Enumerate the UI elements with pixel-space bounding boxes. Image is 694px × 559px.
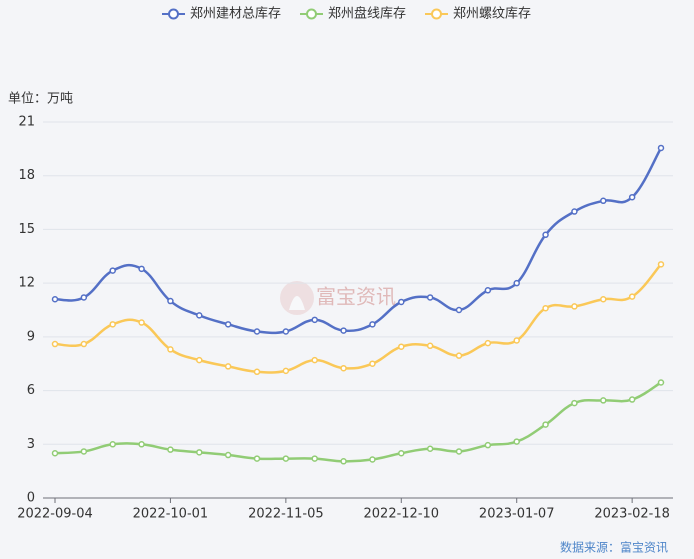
- point: [426, 342, 434, 350]
- point: [138, 319, 145, 326]
- y-tick-label: 21: [18, 115, 35, 130]
- unit-label: 单位：万吨: [8, 92, 73, 107]
- point: [455, 352, 463, 359]
- point: [455, 306, 463, 314]
- y-tick-label: 12: [18, 276, 35, 291]
- point: [628, 396, 636, 403]
- point: [167, 446, 174, 453]
- series-line: [54, 147, 663, 335]
- point: [51, 449, 59, 457]
- point: [600, 296, 607, 303]
- point: [571, 399, 578, 407]
- point: [571, 303, 578, 310]
- point: [167, 346, 174, 353]
- point: [657, 144, 665, 152]
- point: [282, 328, 290, 335]
- point: [513, 337, 520, 344]
- point: [484, 287, 492, 294]
- point: [513, 438, 520, 445]
- x-tick-label: 2022-09-04: [17, 507, 93, 522]
- point: [542, 231, 549, 239]
- point: [282, 367, 290, 375]
- point: [484, 339, 492, 347]
- legend-label: 郑州螺纹库存: [453, 6, 531, 22]
- point: [224, 363, 232, 370]
- series-line: [54, 381, 662, 463]
- point: [455, 448, 463, 455]
- y-tick-label: 18: [18, 168, 35, 183]
- point: [484, 441, 492, 449]
- point: [51, 340, 59, 348]
- x-tick-label: 2022-10-01: [133, 507, 209, 522]
- legend-icon: [168, 8, 179, 20]
- point: [311, 316, 318, 324]
- point: [253, 368, 261, 376]
- point: [600, 397, 607, 404]
- point: [628, 193, 636, 201]
- legend-label: 郑州建材总库存: [190, 6, 281, 22]
- point: [51, 296, 59, 303]
- point: [542, 421, 549, 428]
- point: [109, 267, 116, 274]
- point: [253, 455, 261, 462]
- y-tick-label: 6: [27, 383, 35, 398]
- point: [542, 304, 549, 312]
- point: [138, 441, 145, 448]
- source: 数据来源：富宝资讯: [560, 540, 668, 555]
- y-tick-label: 0: [27, 491, 35, 506]
- point: [80, 294, 88, 301]
- point: [398, 343, 405, 350]
- point: [196, 312, 203, 319]
- legend-icon: [306, 8, 317, 20]
- point: [657, 261, 665, 268]
- point: [311, 455, 318, 462]
- point: [224, 451, 232, 459]
- point: [311, 356, 318, 364]
- y-tick-label: 3: [27, 437, 35, 452]
- series-line: [54, 263, 662, 374]
- point: [571, 208, 578, 215]
- legend-icon: [431, 8, 442, 20]
- point: [196, 356, 203, 364]
- point: [628, 293, 636, 300]
- x-tick-label: 2023-02-18: [594, 507, 670, 522]
- point: [109, 321, 116, 328]
- point: [109, 441, 116, 448]
- point: [369, 321, 376, 328]
- point: [80, 448, 88, 455]
- point: [340, 458, 347, 465]
- y-tick-label: 15: [18, 222, 35, 237]
- point: [398, 298, 405, 306]
- point: [253, 328, 261, 335]
- point: [513, 279, 520, 287]
- point: [196, 449, 203, 456]
- point: [398, 449, 405, 457]
- point: [426, 445, 434, 453]
- point: [167, 297, 174, 305]
- legend-label: 郑州盘线库存: [328, 6, 406, 22]
- point: [426, 294, 434, 301]
- watermark: 富宝资讯: [316, 285, 396, 309]
- point: [340, 327, 347, 334]
- point: [600, 197, 607, 205]
- watermark-logo: [280, 281, 314, 315]
- y-tick-label: 9: [27, 329, 35, 344]
- x-tick-label: 2022-11-05: [248, 507, 324, 522]
- point: [369, 360, 376, 367]
- point: [657, 379, 665, 386]
- point: [138, 265, 145, 273]
- point: [282, 455, 290, 462]
- point: [80, 340, 88, 348]
- point: [224, 321, 232, 328]
- x-tick-label: 2022-12-10: [364, 507, 440, 522]
- point: [340, 364, 347, 372]
- point: [369, 456, 376, 463]
- x-tick-label: 2023-01-07: [479, 507, 555, 522]
